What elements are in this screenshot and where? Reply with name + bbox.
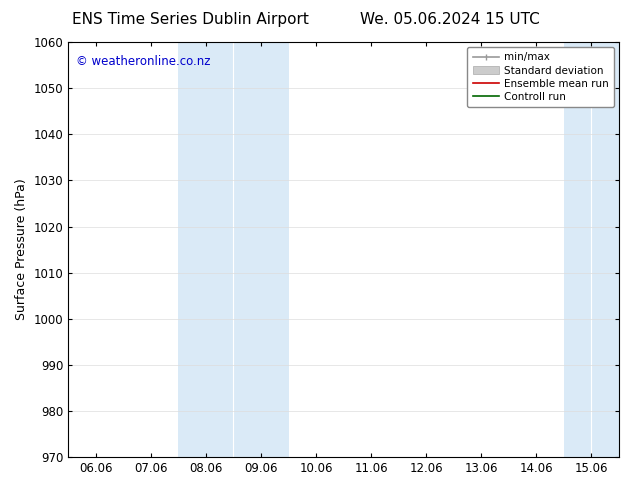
Text: We. 05.06.2024 15 UTC: We. 05.06.2024 15 UTC	[360, 12, 540, 27]
Text: © weatheronline.co.nz: © weatheronline.co.nz	[77, 54, 211, 68]
Y-axis label: Surface Pressure (hPa): Surface Pressure (hPa)	[15, 179, 28, 320]
Text: ENS Time Series Dublin Airport: ENS Time Series Dublin Airport	[72, 12, 309, 27]
Bar	[178, 42, 288, 457]
Bar	[564, 42, 619, 457]
Legend: min/max, Standard deviation, Ensemble mean run, Controll run: min/max, Standard deviation, Ensemble me…	[467, 47, 614, 107]
